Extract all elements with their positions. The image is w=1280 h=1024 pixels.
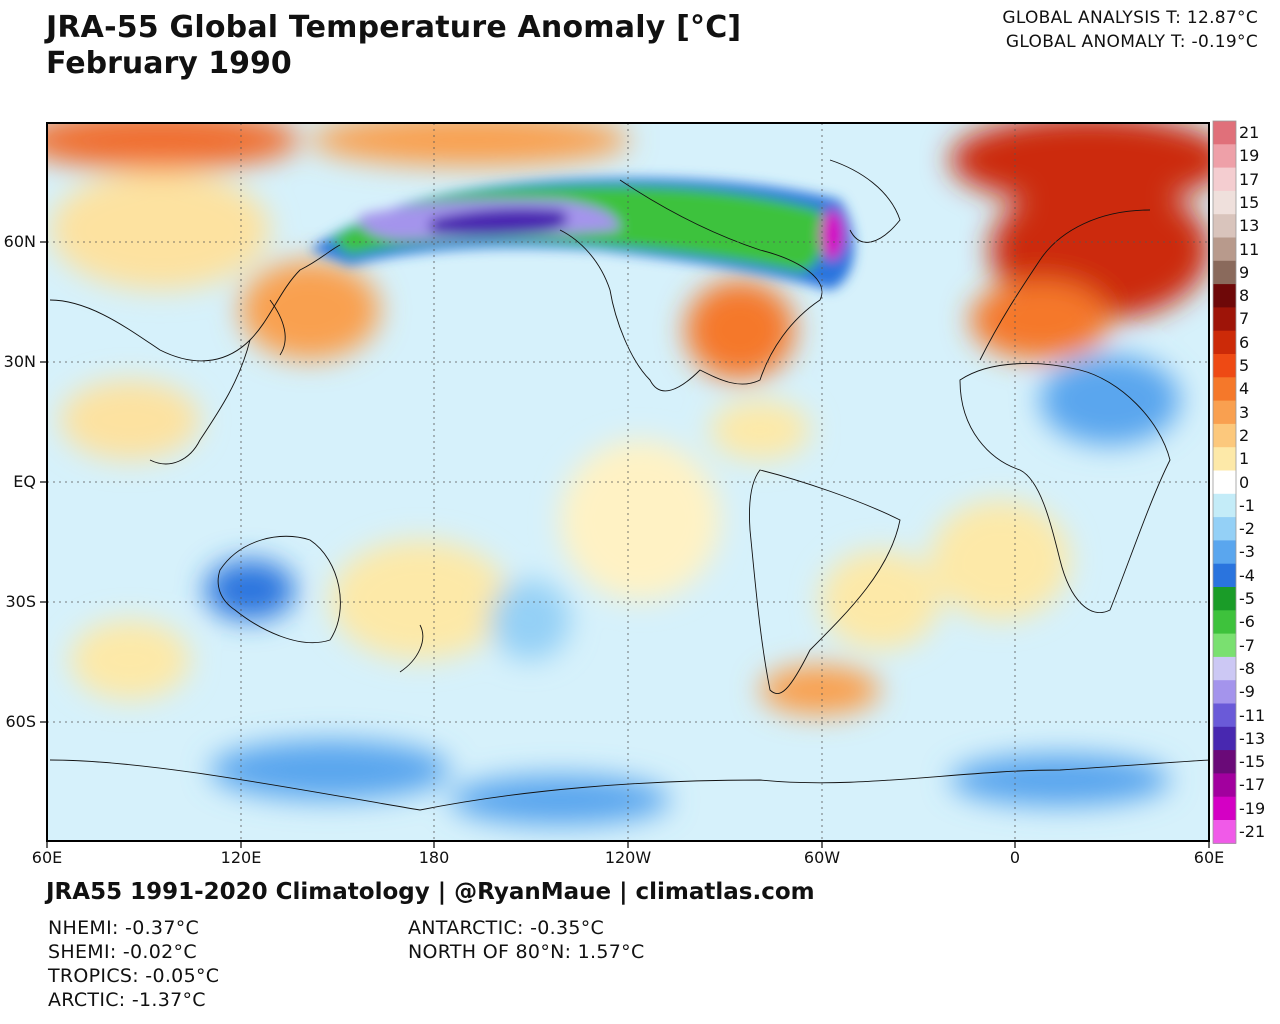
stat-nhemi: NHEMI: -0.37°C <box>48 917 200 939</box>
colorbar-label: 4 <box>1239 379 1250 399</box>
colorbar-label: -9 <box>1239 682 1255 702</box>
colorbar-swatch <box>1213 587 1236 611</box>
colorbar-label: 5 <box>1239 356 1250 375</box>
colorbar-label: -13 <box>1239 728 1266 748</box>
colorbar-swatch <box>1213 260 1236 285</box>
colorbar-label: 15 <box>1239 192 1260 212</box>
longitude-label: 180 <box>418 848 450 867</box>
colorbar-border <box>1212 120 1237 844</box>
colorbar-swatch <box>1213 377 1236 402</box>
colorbar-swatch <box>1213 307 1236 332</box>
latitude-label: 60S <box>5 712 36 731</box>
colorbar-label: -4 <box>1239 565 1255 585</box>
colorbar-swatch <box>1213 796 1236 821</box>
colorbar-swatch <box>1213 167 1236 192</box>
colorbar-swatch <box>1213 703 1236 728</box>
colorbar-swatch <box>1213 190 1236 215</box>
map-title: JRA-55 Global Temperature Anomaly [°C] <box>46 10 742 45</box>
colorbar-swatch <box>1213 820 1236 844</box>
credit-line: JRA55 1991-2020 Climatology | @RyanMaue … <box>46 879 815 905</box>
colorbar-label: 13 <box>1239 216 1260 236</box>
stat-shemi: SHEMI: -0.02°C <box>48 941 197 963</box>
latitude-label: 60N <box>3 232 36 251</box>
colorbar-swatch <box>1213 214 1236 239</box>
colorbar-label: 1 <box>1239 449 1250 469</box>
global-analysis-temperature: GLOBAL ANALYSIS T: 12.87°C <box>1002 8 1258 28</box>
colorbar-swatch <box>1213 400 1236 425</box>
global-anomaly-temperature: GLOBAL ANOMALY T: -0.19°C <box>1005 32 1258 52</box>
colorbar-swatch <box>1213 773 1236 798</box>
colorbar <box>1212 120 1237 844</box>
colorbar-label: 21 <box>1239 123 1260 142</box>
colorbar-label: -3 <box>1239 542 1255 562</box>
colorbar-swatch <box>1213 447 1236 472</box>
latitude-label: 30S <box>5 592 36 611</box>
colorbar-label: -15 <box>1239 752 1266 772</box>
colorbar-label: 11 <box>1239 239 1260 259</box>
colorbar-label: -2 <box>1239 519 1255 539</box>
colorbar-swatch <box>1213 610 1236 635</box>
stat-north-of-80n: NORTH OF 80°N: 1.57°C <box>408 941 645 963</box>
stat-tropics: TROPICS: -0.05°C <box>48 965 220 987</box>
colorbar-swatch <box>1213 423 1236 448</box>
colorbar-swatch <box>1213 750 1236 774</box>
colorbar-label: -17 <box>1239 775 1266 795</box>
colorbar-swatch <box>1213 121 1236 145</box>
colorbar-label: -6 <box>1239 612 1255 632</box>
colorbar-label: 17 <box>1239 169 1260 189</box>
latitude-label: EQ <box>13 472 36 491</box>
colorbar-swatch <box>1213 493 1236 518</box>
colorbar-swatch <box>1213 354 1236 378</box>
colorbar-label: 3 <box>1239 402 1250 422</box>
colorbar-swatch <box>1213 144 1236 169</box>
colorbar-swatch <box>1213 284 1236 308</box>
colorbar-swatch <box>1213 470 1236 495</box>
stat-antarctic: ANTARCTIC: -0.35°C <box>408 917 605 939</box>
coastlines <box>49 159 1209 811</box>
colorbar-swatch <box>1213 633 1236 658</box>
stat-arctic: ARCTIC: -1.37°C <box>48 989 206 1011</box>
tick-marks <box>40 241 1210 848</box>
colorbar-label: 9 <box>1239 262 1250 282</box>
colorbar-swatch <box>1213 680 1236 705</box>
colorbar-swatch <box>1213 540 1236 565</box>
colorbar-label: 0 <box>1239 472 1250 492</box>
colorbar-label: 8 <box>1239 286 1250 306</box>
colorbar-label: -19 <box>1239 798 1266 818</box>
longitude-label: 120W <box>604 848 652 867</box>
colorbar-label: -21 <box>1239 822 1266 841</box>
colorbar-swatch <box>1213 726 1236 751</box>
latitude-label: 30N <box>3 352 36 371</box>
colorbar-swatch <box>1213 330 1236 355</box>
colorbar-label: -7 <box>1239 635 1255 655</box>
colorbar-swatch <box>1213 656 1236 681</box>
longitude-label: 60E <box>31 848 63 867</box>
colorbar-label: -1 <box>1239 495 1255 515</box>
longitude-label: 0 <box>1009 848 1021 867</box>
colorbar-label: -8 <box>1239 658 1255 678</box>
graticule <box>47 123 1209 841</box>
map-subtitle: February 1990 <box>46 46 292 81</box>
colorbar-label: -11 <box>1239 705 1266 725</box>
longitude-label: 60W <box>803 848 841 867</box>
colorbar-swatch <box>1213 563 1236 588</box>
colorbar-label: 7 <box>1239 309 1250 329</box>
colorbar-label: 2 <box>1239 425 1250 445</box>
anomaly-field <box>47 123 1209 841</box>
colorbar-swatch <box>1213 517 1236 541</box>
colorbar-swatch <box>1213 237 1236 262</box>
colorbar-label: 6 <box>1239 332 1250 352</box>
longitude-label: 120E <box>220 848 262 867</box>
longitude-label: 60E <box>1193 848 1225 867</box>
colorbar-label: -5 <box>1239 589 1255 608</box>
colorbar-label: 19 <box>1239 146 1260 166</box>
